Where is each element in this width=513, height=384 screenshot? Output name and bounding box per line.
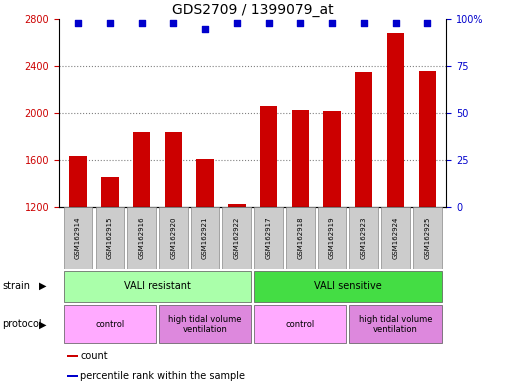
Point — [391, 20, 400, 26]
Text: GSM162925: GSM162925 — [424, 217, 430, 259]
Bar — [69, 156, 87, 348]
Text: VALI sensitive: VALI sensitive — [314, 281, 382, 291]
Bar — [291, 110, 309, 348]
Text: GSM162920: GSM162920 — [170, 217, 176, 259]
Bar — [260, 106, 277, 348]
Text: GSM162923: GSM162923 — [361, 217, 367, 259]
Bar — [349, 207, 378, 269]
Point — [264, 20, 272, 26]
Text: GSM162915: GSM162915 — [107, 217, 113, 259]
Bar — [349, 306, 442, 343]
Bar — [159, 207, 188, 269]
Bar — [64, 271, 251, 302]
Text: count: count — [81, 351, 108, 361]
Title: GDS2709 / 1399079_at: GDS2709 / 1399079_at — [172, 3, 333, 17]
Bar — [419, 71, 436, 348]
Bar — [67, 375, 78, 376]
Bar — [127, 207, 156, 269]
Bar — [413, 207, 442, 269]
Text: control: control — [286, 320, 315, 329]
Point — [201, 26, 209, 32]
Text: GSM162918: GSM162918 — [297, 217, 303, 260]
Bar — [254, 306, 346, 343]
Bar — [286, 207, 314, 269]
Bar — [323, 111, 341, 348]
Point — [296, 20, 304, 26]
Text: GSM162919: GSM162919 — [329, 217, 335, 260]
Bar — [67, 356, 78, 357]
Bar — [165, 132, 182, 348]
Text: GSM162921: GSM162921 — [202, 217, 208, 259]
Text: GSM162924: GSM162924 — [392, 217, 399, 259]
Bar — [159, 306, 251, 343]
Text: GSM162916: GSM162916 — [139, 217, 145, 260]
Bar — [133, 132, 150, 348]
Point — [328, 20, 336, 26]
Bar — [355, 72, 372, 348]
Bar — [223, 207, 251, 269]
Point — [74, 20, 82, 26]
Bar — [254, 271, 442, 302]
Text: GSM162917: GSM162917 — [266, 217, 271, 260]
Text: strain: strain — [3, 281, 31, 291]
Bar — [196, 159, 214, 348]
Text: ▶: ▶ — [38, 281, 46, 291]
Text: high tidal volume
ventilation: high tidal volume ventilation — [168, 315, 242, 334]
Text: GSM162922: GSM162922 — [234, 217, 240, 259]
Point — [423, 20, 431, 26]
Bar — [254, 207, 283, 269]
Bar — [228, 204, 246, 348]
Bar — [381, 207, 410, 269]
Bar — [64, 207, 92, 269]
Point — [233, 20, 241, 26]
Bar — [318, 207, 346, 269]
Bar — [95, 207, 124, 269]
Point — [137, 20, 146, 26]
Bar — [101, 177, 119, 348]
Text: VALI resistant: VALI resistant — [124, 281, 191, 291]
Text: percentile rank within the sample: percentile rank within the sample — [81, 371, 245, 381]
Text: protocol: protocol — [3, 319, 42, 329]
Text: ▶: ▶ — [38, 319, 46, 329]
Text: high tidal volume
ventilation: high tidal volume ventilation — [359, 315, 432, 334]
Bar — [64, 306, 156, 343]
Bar — [387, 33, 404, 348]
Point — [360, 20, 368, 26]
Text: control: control — [95, 320, 125, 329]
Text: GSM162914: GSM162914 — [75, 217, 81, 259]
Point — [106, 20, 114, 26]
Bar — [191, 207, 220, 269]
Point — [169, 20, 177, 26]
